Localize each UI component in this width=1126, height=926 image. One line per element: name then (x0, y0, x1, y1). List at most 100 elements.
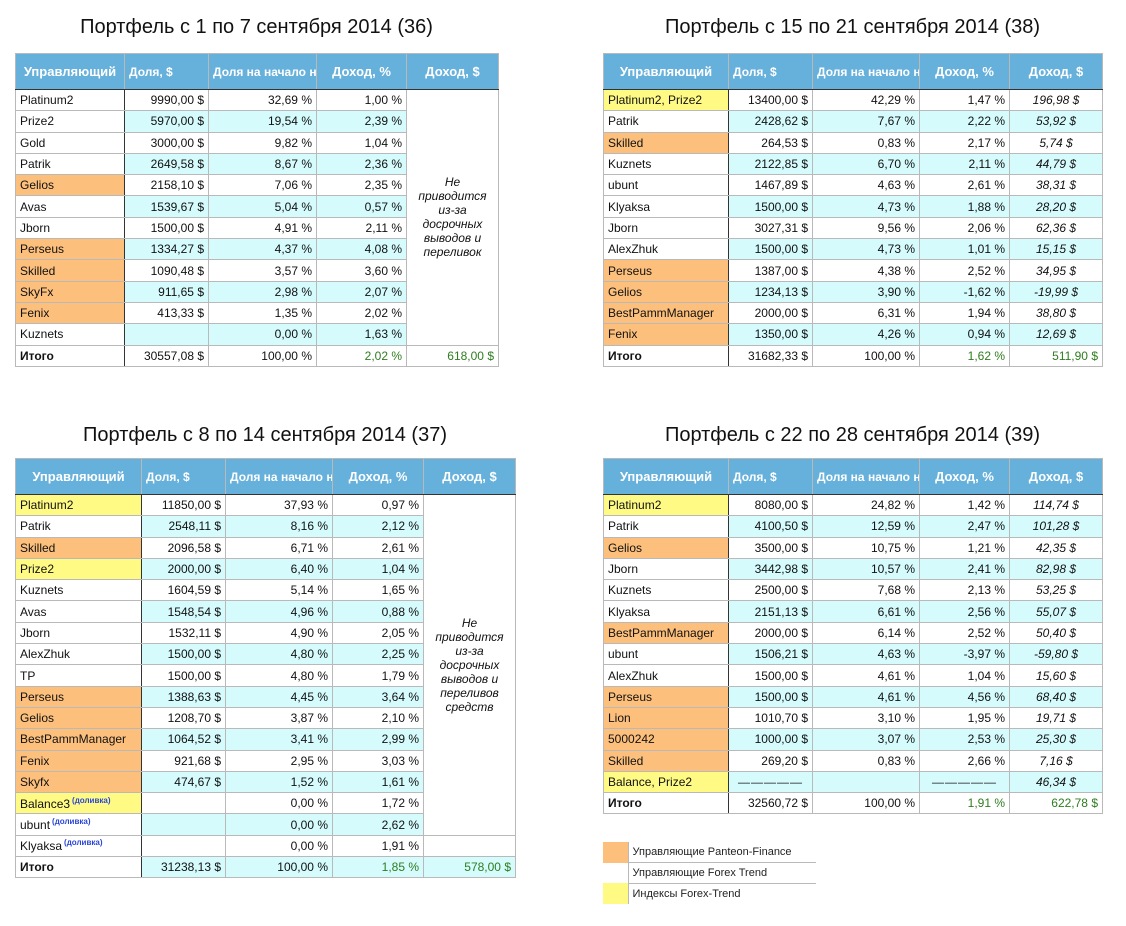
income-pct-cell: 1,47 % (919, 88, 1010, 112)
manager-name: Jborn (20, 625, 51, 640)
table-row: Patrik 2649,58 $8,67 % 2,36 % (15, 152, 499, 176)
manager-name: Fenix (20, 306, 50, 321)
total-row: Итого 32560,72 $100,00 % 1,91 % 622,78 $ (603, 792, 1103, 815)
share-usd-cell: 1010,70 $ (728, 706, 813, 730)
table-row: Platinum2 8080,00 $24,82 % 1,42 % 114,74 $ (603, 493, 1103, 517)
table-row: Patrik 4100,50 $12,59 % 2,47 % 101,28 $ (603, 515, 1103, 538)
income-pct-cell: 4,56 % (919, 685, 1010, 708)
share-pct-cell: 4,73 % (812, 195, 920, 218)
total-row: Итого 30557,08 $100,00 % 2,02 % 618,00 $ (15, 344, 499, 367)
header-share-usd: Доля, $ (728, 53, 813, 90)
table-row: Jborn 1500,00 $4,91 % 2,11 % (15, 216, 499, 240)
share-pct-cell: 0,83 % (812, 131, 920, 154)
manager-name: Kuznets (608, 583, 652, 598)
manager-cell: Fenix (15, 301, 125, 325)
share-pct-cell: 0,00 % (225, 792, 333, 815)
table-row: Klyaksa 1500,00 $4,73 % 1,88 % 28,20 $ (603, 195, 1103, 218)
income-usd-cell: -19,99 $ (1009, 280, 1103, 303)
top-up-tag: (доливка) (64, 838, 103, 848)
manager-cell: Platinum2 (15, 493, 142, 517)
income-pct-cell: 1,65 % (332, 579, 424, 602)
income-usd-cell (423, 834, 516, 858)
share-pct-cell: 9,56 % (812, 216, 920, 240)
share-pct-cell: 6,14 % (812, 621, 920, 645)
share-pct-cell: 6,71 % (225, 536, 333, 559)
legend-item-indexes: Индексы Forex-Trend (603, 883, 816, 904)
income-pct-cell: 2,11 % (316, 216, 407, 240)
manager-cell: Prize2 (15, 557, 142, 581)
table-row: BestPammManager 2000,00 $6,31 % 1,94 % 38,8… (603, 301, 1103, 325)
income-pct-cell: 1,94 % (919, 301, 1010, 325)
income-pct-cell: 2,11 % (919, 152, 1010, 176)
share-pct-cell: 4,61 % (812, 664, 920, 687)
share-usd-cell: 13400,00 $ (728, 88, 813, 112)
share-pct-cell: 12,59 % (812, 515, 920, 538)
table-row: Balance3 (доливка) 0,00 % 1,72 % (15, 792, 516, 815)
income-pct-cell: 2,61 % (919, 174, 1010, 197)
manager-cell: Kuznets (603, 579, 729, 602)
share-usd-cell: 1208,70 $ (141, 706, 226, 730)
manager-cell: Fenix (15, 749, 142, 772)
share-pct-cell: 4,26 % (812, 323, 920, 346)
table-row: Patrik 2428,62 $7,67 % 2,22 % 53,92 $ (603, 110, 1103, 133)
income-usd-cell: 50,40 $ (1009, 621, 1103, 645)
legend-label: Индексы Forex-Trend (632, 887, 741, 900)
share-pct-cell: 0,00 % (225, 813, 333, 836)
table-row: Perseus 1334,27 $4,37 % 4,08 % (15, 238, 499, 261)
total-income-usd: 622,78 $ (1009, 792, 1103, 815)
share-pct-cell: 7,68 % (812, 579, 920, 602)
share-usd-cell: 11850,00 $ (141, 493, 226, 517)
share-pct-cell: 4,45 % (225, 685, 333, 708)
share-usd-cell: 2122,85 $ (728, 152, 813, 176)
income-pct-cell: 0,94 % (919, 323, 1010, 346)
header-share-usd: Доля, $ (728, 458, 813, 495)
table-row: Skilled 1090,48 $3,57 % 3,60 % (15, 259, 499, 282)
table-row: Klyaksa 2151,13 $6,61 % 2,56 % 55,07 $ (603, 600, 1103, 623)
income-pct-cell: 2,35 % (316, 174, 407, 197)
income-pct-cell: 2,62 % (332, 813, 424, 836)
manager-name: Patrik (20, 157, 51, 172)
share-pct-cell: 6,61 % (812, 600, 920, 623)
manager-cell: TP (15, 664, 142, 687)
manager-cell: Skilled (603, 131, 729, 154)
table-row: Platinum2 11850,00 $37,93 % 0,97 % Не приво… (15, 493, 516, 836)
table-row: Skilled 264,53 $0,83 % 2,17 % 5,74 $ (603, 131, 1103, 154)
income-pct-cell: 2,36 % (316, 152, 407, 176)
share-usd-cell: 8080,00 $ (728, 493, 813, 517)
share-pct-cell: 0,83 % (812, 749, 920, 772)
table-row: Kuznets 2122,85 $6,70 % 2,11 % 44,79 $ (603, 152, 1103, 176)
manager-name: Skilled (608, 135, 644, 150)
manager-name: AlexZhuk (608, 668, 659, 683)
header-share-pct: Доля на начало недели, % (812, 458, 920, 495)
income-pct-cell: 2,47 % (919, 515, 1010, 538)
share-usd-cell: 474,67 $ (141, 770, 226, 794)
share-usd-cell: 921,68 $ (141, 749, 226, 772)
share-pct-cell: 37,93 % (225, 493, 333, 517)
income-usd-cell: 114,74 $ (1009, 493, 1103, 517)
income-pct-cell: 0,88 % (332, 600, 424, 623)
income-pct-cell: 2,52 % (919, 621, 1010, 645)
total-label: Итого (15, 344, 125, 367)
share-usd-cell: 1387,00 $ (728, 259, 813, 282)
share-usd-cell: 3000,00 $ (124, 131, 209, 154)
manager-name: Klyaksa (20, 839, 63, 854)
legend-swatch-yellow (603, 883, 629, 904)
income-pct-cell: 1,04 % (316, 131, 407, 154)
income-pct-cell: 3,60 % (316, 259, 407, 282)
share-usd-cell: 1500,00 $ (728, 664, 813, 687)
income-pct-cell: ————— (919, 770, 1010, 794)
total-income-usd: 578,00 $ (423, 856, 516, 879)
share-pct-cell: 4,90 % (225, 621, 333, 645)
manager-name: ubunt (608, 178, 639, 193)
table-row: TP 1500,00 $4,80 % 1,79 % (15, 664, 516, 687)
share-pct-cell: 1,35 % (208, 301, 317, 325)
table-row: AlexZhuk 1500,00 $4,80 % 2,25 % (15, 643, 516, 666)
share-pct-cell: 4,38 % (812, 259, 920, 282)
manager-cell: Platinum2 (15, 88, 125, 112)
share-usd-cell: 1548,54 $ (141, 600, 226, 623)
income-pct-cell: 2,22 % (919, 110, 1010, 133)
